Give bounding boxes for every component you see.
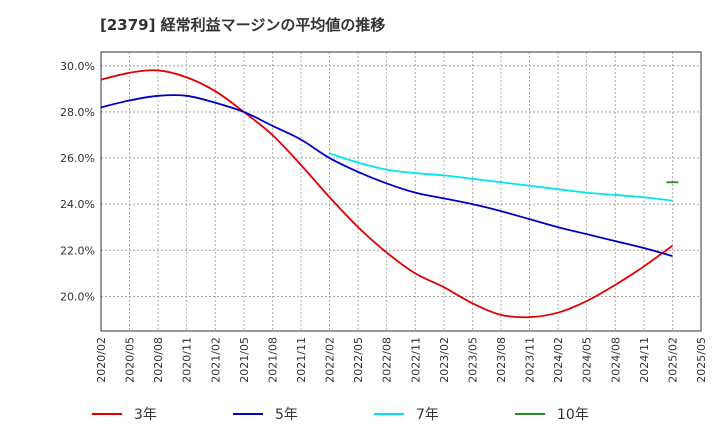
x-tick-label: 2024/02 [552, 337, 565, 383]
x-tick-label: 2024/05 [581, 337, 594, 383]
x-tick-label: 2020/11 [181, 337, 194, 383]
x-tick-label: 2023/02 [438, 337, 451, 383]
x-tick-label: 2020/02 [95, 337, 108, 383]
x-tick-label: 2020/05 [124, 337, 137, 383]
grid-layer [100, 52, 702, 331]
x-tick-label: 2023/08 [495, 337, 508, 383]
x-tick-label: 2022/02 [324, 337, 337, 383]
x-tick-label: 2022/11 [409, 337, 422, 383]
plot-border [100, 51, 702, 332]
x-tick-label: 2022/08 [381, 337, 394, 383]
y-tick-label: 26.0% [60, 152, 95, 165]
x-tick-label: 2025/05 [695, 337, 708, 383]
series-line-0 [100, 69, 673, 319]
x-tick-label: 2024/08 [609, 337, 622, 383]
series-layer [100, 69, 679, 319]
x-tick-label: 2024/11 [638, 337, 651, 383]
legend-label-2: 7年 [416, 407, 439, 423]
x-tick-label: 2021/05 [238, 337, 251, 383]
legend: 3年 5年 7年 10年 [92, 407, 589, 423]
y-tick-label: 30.0% [60, 60, 95, 73]
axis-layer: 20.0% 22.0% 24.0% 26.0% 28.0% 30.0% 2020/02 202… [60, 51, 708, 383]
x-tick-label: 2023/05 [466, 337, 479, 383]
y-tick-label: 22.0% [60, 244, 95, 257]
x-tick-label: 2020/08 [152, 337, 165, 383]
x-tick-label: 2021/02 [209, 337, 222, 383]
series-line-1 [100, 94, 673, 257]
legend-label-1: 5年 [275, 407, 298, 423]
y-tick-label: 24.0% [60, 198, 95, 211]
x-tick-label: 2021/08 [266, 337, 279, 383]
legend-label-0: 3年 [134, 407, 157, 423]
x-tick-label: 2025/02 [666, 337, 679, 383]
x-tick-label: 2023/11 [524, 337, 537, 383]
x-tick-label: 2021/11 [295, 337, 308, 383]
x-tick-label: 2022/05 [352, 337, 365, 383]
series-line-2 [329, 152, 673, 202]
y-tick-label: 28.0% [60, 106, 95, 119]
y-tick-label: 20.0% [60, 290, 95, 303]
chart-title: [2379] 経常利益マージンの平均値の推移 [100, 16, 386, 34]
legend-label-3: 10年 [557, 407, 589, 423]
